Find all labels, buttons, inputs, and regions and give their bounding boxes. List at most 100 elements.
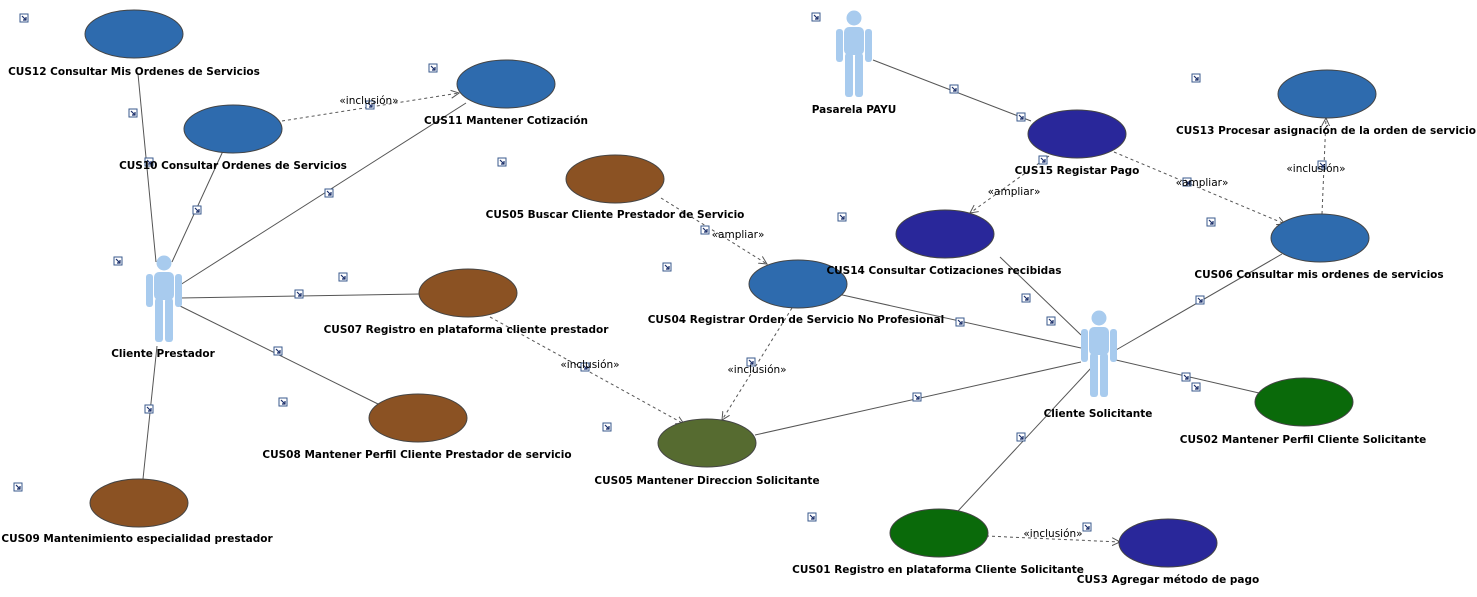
dependency-edge-cus15-cus06[interactable]: [1113, 151, 1285, 224]
dependency-edge-cus05b-cus04[interactable]: [660, 197, 767, 264]
use-case-cus13[interactable]: [1277, 69, 1377, 119]
use-case-ellipse[interactable]: [456, 59, 556, 109]
use-case-ellipse[interactable]: [89, 478, 189, 528]
anchor-markers-layer: [13, 12, 1327, 532]
stereotype-label-cus05b-cus04: «ampliar»: [712, 229, 765, 241]
use-case-label-cus09: CUS09 Mantenimiento especialidad prestad…: [1, 533, 273, 545]
anchor-marker-icon[interactable]: [1191, 73, 1201, 83]
use-case-ellipse[interactable]: [1277, 69, 1377, 119]
anchor-marker-icon[interactable]: [324, 188, 334, 198]
use-case-label-cus05m: CUS05 Mantener Direccion Solicitante: [594, 475, 819, 487]
use-case-label-cus12: CUS12 Consultar Mis Ordenes de Servicios: [8, 66, 260, 78]
use-case-label-cus15: CUS15 Registar Pago: [1015, 165, 1140, 177]
use-case-cus02[interactable]: [1254, 377, 1354, 427]
use-case-ellipse[interactable]: [657, 418, 757, 468]
use-case-ellipse[interactable]: [748, 259, 848, 309]
anchor-marker-icon[interactable]: [1182, 177, 1192, 187]
use-case-cus07[interactable]: [418, 268, 518, 318]
anchor-marker-icon[interactable]: [1021, 293, 1031, 303]
actor-figure-icon[interactable]: [1081, 310, 1117, 398]
use-case-label-cus11: CUS11 Mantener Cotización: [424, 115, 588, 127]
anchor-marker-icon[interactable]: [912, 392, 922, 402]
stereotype-label-cus07-cus05m: «inclusión»: [560, 359, 619, 371]
association-edge-cliente_prestador-cus12[interactable]: [137, 73, 157, 263]
use-case-label-cus07: CUS07 Registro en plataforma cliente pre…: [324, 324, 610, 336]
anchor-marker-icon[interactable]: [19, 13, 29, 23]
use-case-ellipse[interactable]: [183, 104, 283, 154]
anchor-marker-icon[interactable]: [13, 482, 23, 492]
use-case-cus08[interactable]: [368, 393, 468, 443]
anchor-marker-icon[interactable]: [273, 346, 283, 356]
use-case-label-cus10: CUS10 Consultar Ordenes de Servicios: [119, 160, 347, 172]
use-case-ellipse[interactable]: [1118, 518, 1218, 568]
anchor-marker-icon[interactable]: [746, 357, 756, 367]
anchor-marker-icon[interactable]: [1082, 522, 1092, 532]
nodes-layer: [84, 9, 1377, 568]
association-edge-cliente_solicitante-cus14[interactable]: [999, 256, 1082, 336]
anchor-marker-icon[interactable]: [700, 225, 710, 235]
stereotype-label-cus04-cus05m: «inclusión»: [727, 364, 786, 376]
anchor-marker-icon[interactable]: [662, 262, 672, 272]
actor-figure-icon[interactable]: [836, 10, 872, 98]
anchor-marker-icon[interactable]: [278, 397, 288, 407]
anchor-marker-icon[interactable]: [428, 63, 438, 73]
use-case-cus15[interactable]: [1027, 109, 1127, 159]
use-case-cus05m[interactable]: [657, 418, 757, 468]
use-case-ellipse[interactable]: [565, 154, 665, 204]
use-case-ellipse[interactable]: [1270, 213, 1370, 263]
use-case-cus01[interactable]: [889, 508, 989, 558]
anchor-marker-icon[interactable]: [1195, 295, 1205, 305]
use-case-ellipse[interactable]: [889, 508, 989, 558]
anchor-marker-icon[interactable]: [1317, 160, 1327, 170]
anchor-marker-icon[interactable]: [1046, 316, 1056, 326]
use-case-cus04[interactable]: [748, 259, 848, 309]
use-case-ellipse[interactable]: [895, 209, 995, 259]
anchor-marker-icon[interactable]: [949, 84, 959, 94]
use-case-cus10[interactable]: [183, 104, 283, 154]
anchor-marker-icon[interactable]: [1016, 432, 1026, 442]
use-case-cus14[interactable]: [895, 209, 995, 259]
anchor-marker-icon[interactable]: [497, 157, 507, 167]
dependency-edge-cus04-cus05m[interactable]: [722, 307, 793, 420]
anchor-marker-icon[interactable]: [602, 422, 612, 432]
use-case-cus11[interactable]: [456, 59, 556, 109]
anchor-marker-icon[interactable]: [294, 289, 304, 299]
anchor-marker-icon[interactable]: [1206, 217, 1216, 227]
use-case-cus3[interactable]: [1118, 518, 1218, 568]
anchor-marker-icon[interactable]: [1016, 112, 1026, 122]
association-edge-cliente_prestador-cus11[interactable]: [179, 102, 467, 286]
anchor-marker-icon[interactable]: [807, 512, 817, 522]
anchor-marker-icon[interactable]: [365, 100, 375, 110]
anchor-marker-icon[interactable]: [338, 272, 348, 282]
stereotype-label-cus15-cus06: «ampliar»: [1176, 177, 1229, 189]
use-case-ellipse[interactable]: [418, 268, 518, 318]
use-case-cus12[interactable]: [84, 9, 184, 59]
anchor-marker-icon[interactable]: [955, 317, 965, 327]
anchor-marker-icon[interactable]: [1191, 382, 1201, 392]
use-case-label-cus14: CUS14 Consultar Cotizaciones recibidas: [826, 265, 1061, 277]
anchor-marker-icon[interactable]: [580, 362, 590, 372]
use-case-ellipse[interactable]: [84, 9, 184, 59]
use-case-cus05b[interactable]: [565, 154, 665, 204]
anchor-marker-icon[interactable]: [144, 157, 154, 167]
use-case-ellipse[interactable]: [1254, 377, 1354, 427]
actor-label-pasarela_payu: Pasarela PAYU: [812, 104, 896, 116]
dependency-edge-cus15-cus14[interactable]: [970, 155, 1050, 213]
anchor-marker-icon[interactable]: [811, 12, 821, 22]
use-case-ellipse[interactable]: [368, 393, 468, 443]
actor-figure-icon[interactable]: [146, 255, 182, 343]
dependency-edge-cus01-cus3[interactable]: [985, 535, 1120, 542]
anchor-marker-icon[interactable]: [144, 404, 154, 414]
anchor-marker-icon[interactable]: [192, 205, 202, 215]
anchor-marker-icon[interactable]: [837, 212, 847, 222]
anchor-marker-icon[interactable]: [128, 108, 138, 118]
use-case-cus09[interactable]: [89, 478, 189, 528]
stereotype-label-cus15-cus14: «ampliar»: [988, 186, 1041, 198]
use-case-ellipse[interactable]: [1027, 109, 1127, 159]
anchor-marker-icon[interactable]: [113, 256, 123, 266]
anchor-marker-icon[interactable]: [1038, 155, 1048, 165]
anchor-marker-icon[interactable]: [1181, 372, 1191, 382]
relations-layer: [137, 59, 1326, 542]
use-case-cus06[interactable]: [1270, 213, 1370, 263]
